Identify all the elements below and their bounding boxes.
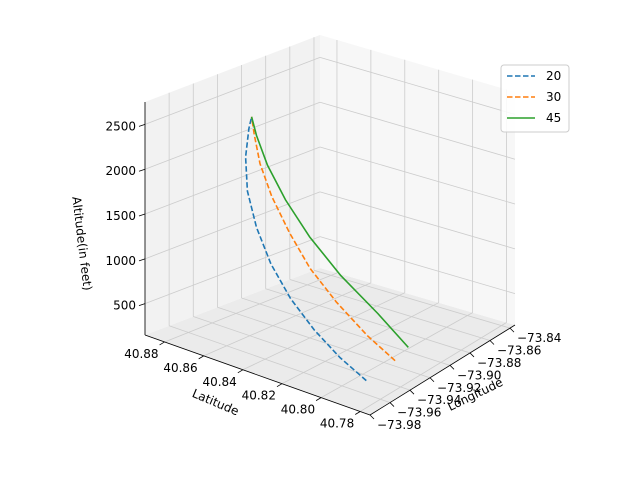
x-tick [469,352,475,358]
x-tick-label: −73.98 [377,418,421,432]
y-axis-line [144,334,371,416]
z-tick-label: 2000 [105,164,136,178]
grid-z-side [319,191,516,250]
y-axis-label: Latitude [190,386,241,418]
x-tick [509,327,515,333]
grid-x-floor [193,316,411,391]
grid-x-floor [217,306,431,379]
z-tick [138,303,146,307]
axis-edges [144,102,516,416]
grid-x-floor [169,325,391,403]
y-tick [198,355,204,360]
z-tick-label: 1000 [105,254,136,268]
series-line-45 [250,116,409,348]
z-tick [138,168,146,172]
x-tick [369,414,375,420]
x-tick-label: −73.90 [457,368,501,382]
x-tick [489,340,495,345]
x-tick-label: −73.92 [437,381,481,395]
grid-y-floor [281,302,439,385]
grid-z-back [144,57,321,125]
grid-x-floor [265,288,471,354]
grid-z-side [319,236,516,295]
y-tick-label: 40.78 [320,417,354,431]
grid-z-side [319,101,516,160]
y-tick [159,341,165,346]
grid-y-floor [203,282,372,357]
series-line-20 [244,116,367,382]
series-lines [244,116,409,382]
grid-z-back [144,146,321,215]
y-tick [355,411,361,415]
series-line-30 [250,116,396,362]
z-tick [138,124,146,127]
tick-marks [138,124,515,420]
z-axis-label: Altitude(in feet) [69,196,94,292]
z-tick-label: 500 [113,299,136,313]
x-tick-label: −73.94 [417,393,461,407]
grid-x-floor [289,279,491,341]
y-tick-label: 40.86 [163,361,197,375]
y-tick-label: 40.80 [281,403,315,417]
y-tick-label: 40.82 [242,389,276,403]
y-tick [237,369,244,374]
grid-z-side [319,146,516,205]
x-tick-label: −73.88 [477,356,521,370]
legend-frame [500,64,570,133]
legend: 20 30 45 [500,64,570,133]
floor-pane [145,268,515,415]
z-tick-label: 2500 [105,119,136,133]
z-tick-label: 1500 [105,209,136,223]
y-tick-label: 40.88 [124,347,158,361]
legend-label-20: 20 [546,69,561,83]
x-tick [389,402,395,407]
grid-x-floor [241,297,451,366]
x-tick [449,365,455,370]
x-axis-line [369,324,516,416]
legend-label-45: 45 [546,111,561,125]
side-pane [320,35,515,325]
y-tick [315,397,322,401]
z-tick [138,258,146,262]
x-tick-label: −73.86 [497,344,541,358]
grid-x-floor [313,269,511,329]
grid-z-back [144,236,321,305]
x-tick [409,389,415,395]
z-tick [138,213,146,217]
axis-panes [145,35,515,415]
y-tick-label: 40.84 [202,375,236,389]
grid-y-floor [242,292,405,371]
x-tick-label: −73.96 [397,406,441,420]
back-pane [145,35,320,335]
grid-z-back [144,191,321,260]
grid-z-side [319,57,516,115]
y-tick [276,383,283,388]
legend-label-30: 30 [546,90,561,104]
tick-labels: −73.98−73.96−73.94−73.92−73.90−73.88−73.… [105,119,561,432]
grid-y-floor [164,272,338,343]
grid-y-floor [360,322,507,412]
x-tick [429,377,435,383]
grid-y-floor [320,312,473,398]
x-tick-label: −73.84 [517,331,561,345]
grid-z-back [144,101,321,170]
